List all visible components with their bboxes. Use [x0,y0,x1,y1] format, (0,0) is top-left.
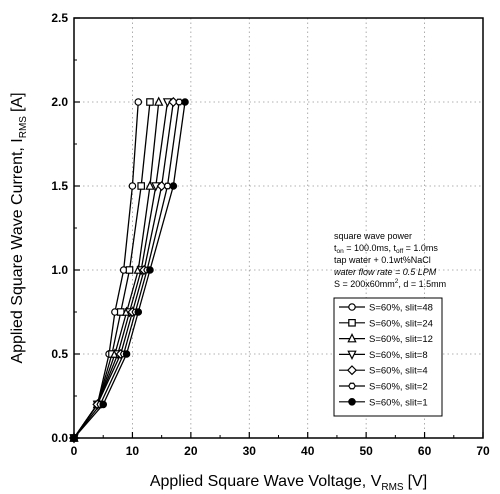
x-tick-label: 20 [184,444,198,458]
legend-items: S=60%, slit=48 S=60%, slit=24 S=60%, slit=… [339,303,433,408]
x-tick-label: 60 [418,444,432,458]
x-tick-label: 70 [476,444,490,458]
legend-marker [347,350,357,360]
y-axis-title-sub: RMS [18,116,29,139]
legend-marker [346,365,358,376]
legend-label: S=60%, slit=4 [369,366,428,377]
data-point [122,350,131,358]
legend-label: S=60%, slit=2 [369,382,428,393]
data-point [175,98,184,106]
axis-ticks: 0 10 20 30 40 50 60 70 0.0 0.5 1.0 1.5 2.0 2.5 [51,11,490,458]
legend-item: S=60%, slit=12 [339,333,433,345]
data-point [146,98,154,106]
series-layer [68,96,189,444]
legend-item: S=60%, slit=2 [339,382,428,393]
legend-item: S=60%, slit=1 [339,397,428,408]
x-tick-label: 10 [126,444,140,458]
annotation-line-4: water flow rate = 0.5 LPM [334,267,437,277]
legend-item: S=60%, slit=4 [339,365,428,377]
legend-marker [348,319,356,327]
x-tick-label: 0 [71,444,78,458]
legend-marker [348,382,356,390]
legend-item: S=60%, slit=8 [339,350,428,361]
x-tick-label: 50 [359,444,373,458]
y-tick-label: 1.5 [51,179,68,193]
y-tick-label: 1.0 [51,263,68,277]
series-7 [70,98,189,442]
legend-label: S=60%, slit=24 [369,318,433,329]
data-point [146,266,154,274]
y-tick-label: 2.0 [51,95,68,109]
annotation-line-3: tap water + 0.1wt%NaCl [334,255,431,265]
data-point [134,308,143,316]
legend-marker [348,397,356,406]
data-point [163,182,172,190]
annotation-line-2: ton = 100.0ms, toff = 1.0ms [334,243,438,255]
legend-marker [348,303,356,311]
x-tick-label: 30 [243,444,257,458]
x-axis-title-main: Applied Square Wave Voltage, V [150,473,382,490]
y-axis-title-unit: [A] [9,92,26,112]
data-point [137,182,145,190]
data-point [181,98,189,106]
annotation-line-5: S = 200x60mm2, d = 1.5mm [334,278,446,289]
y-tick-label: 2.5 [51,11,68,25]
y-tick-label: 0.5 [51,347,68,361]
data-point [134,98,143,106]
data-point [169,182,178,190]
annotation: square wave power ton = 100.0ms, toff = … [334,231,446,289]
legend-label: S=60%, slit=8 [369,350,428,361]
legend-label: S=60%, slit=48 [369,303,433,314]
legend: S=60%, slit=48 S=60%, slit=24 S=60%, slit=… [333,297,443,417]
data-point [70,434,78,442]
x-tick-label: 40 [301,444,315,458]
y-tick-label: 0.0 [51,431,68,445]
data-point [154,96,164,106]
y-axis-title: Applied Square Wave Current, IRMS [A] [9,92,29,363]
legend-label: S=60%, slit=1 [369,397,428,408]
data-point [128,182,137,190]
x-axis-title-sub: RMS [381,482,404,493]
annotation-line-1: square wave power [334,231,412,241]
data-point [145,180,155,190]
x-axis-title: Applied Square Wave Voltage, VRMS [V] [150,473,427,493]
legend-label: S=60%, slit=12 [369,334,433,345]
legend-item: S=60%, slit=24 [339,318,433,329]
legend-marker [347,333,357,343]
y-axis-title-main: Applied Square Wave Current, I [9,138,26,363]
x-axis-title-unit: [V] [408,473,428,490]
data-point [99,400,108,409]
legend-item: S=60%, slit=48 [339,303,433,314]
data-point [125,266,134,274]
